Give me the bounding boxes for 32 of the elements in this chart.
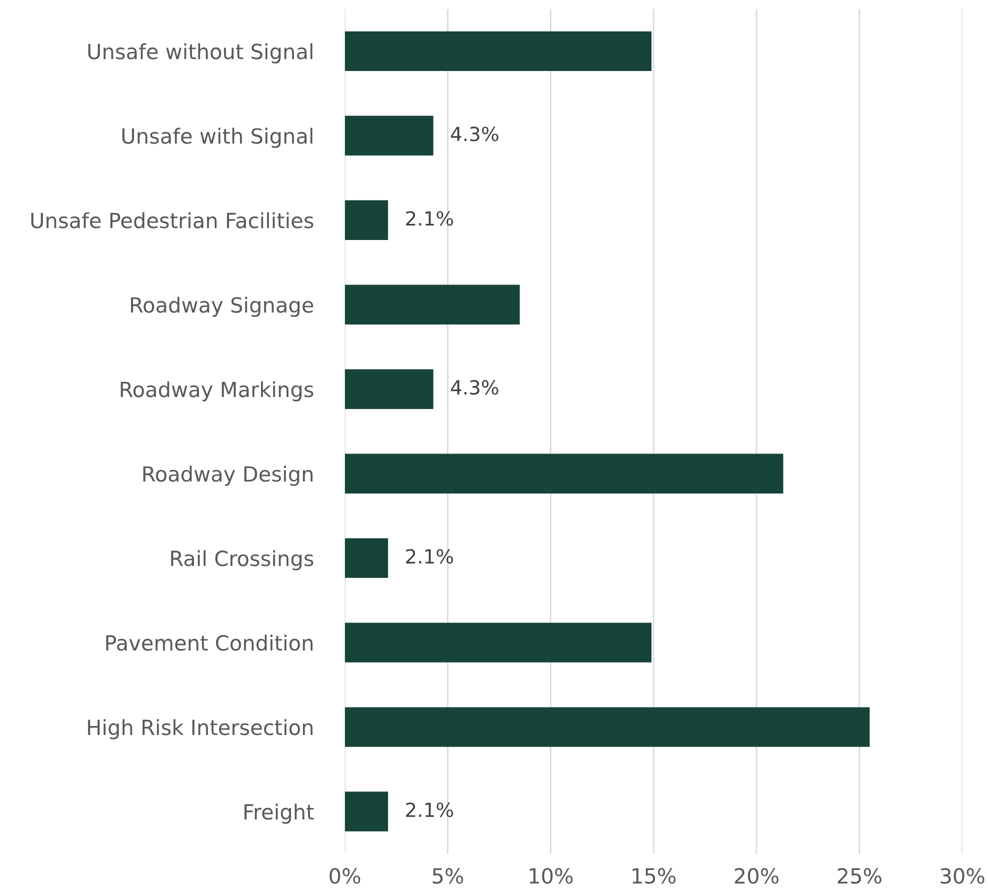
y-tick-label: Freight: [244, 804, 314, 824]
x-tick-label: 10%: [530, 868, 573, 884]
x-tick-label: 15%: [632, 868, 676, 884]
y-tick-label: Unsafe Pedestrian Facilities: [31, 212, 314, 228]
data-label: 2.1%: [406, 549, 454, 564]
y-tick-label: Roadway Signage: [131, 296, 314, 317]
y-tick-label: Roadway Markings: [120, 381, 314, 402]
bar: [344, 200, 388, 240]
bar: [344, 31, 652, 72]
y-tick-label: Unsafe with Signal: [122, 128, 312, 148]
bar: [344, 454, 784, 494]
bar: [344, 622, 652, 662]
bar: [344, 707, 870, 747]
data-label: 2.1%: [406, 802, 454, 818]
y-tick-label: Rail Crossings: [171, 550, 314, 570]
bar: [344, 284, 520, 324]
bar: [344, 369, 434, 409]
x-tick-label: 20%: [734, 868, 778, 884]
bar: [344, 792, 388, 832]
x-tick-label: 30%: [940, 868, 984, 884]
y-tick-label: Pavement Condition: [106, 634, 312, 651]
data-label: 4.3%: [450, 126, 498, 142]
data-label: 4.3%: [450, 380, 498, 395]
bar: [344, 116, 434, 156]
x-tick-label: 25%: [838, 868, 882, 884]
y-tick-label: High Risk Intersection: [88, 719, 312, 740]
data-label: 2.1%: [406, 211, 454, 226]
x-tick-label: 5%: [432, 868, 464, 884]
x-tick-label: 0%: [330, 868, 360, 884]
y-tick-label: Unsafe without Signal: [88, 43, 312, 64]
y-tick-label: Roadway Design: [143, 466, 312, 486]
bar: [344, 538, 388, 578]
